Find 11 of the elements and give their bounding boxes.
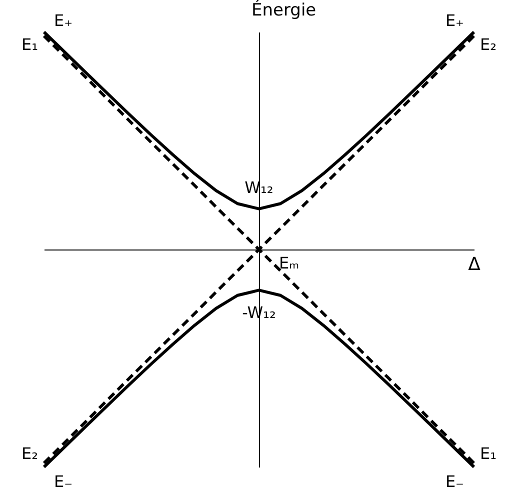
text: E₁ — [21, 34, 38, 54]
series-label: E₁ — [480, 444, 497, 464]
text: E₂ — [480, 34, 497, 54]
text: E₊ — [54, 11, 73, 30]
y-axis-title: Énergie — [252, 0, 316, 20]
series-label: E₊ — [445, 11, 464, 30]
annotation: Eₘ — [279, 254, 300, 272]
text: E₋ — [445, 472, 464, 491]
series-label: E₋ — [54, 472, 73, 491]
series-label: E₂ — [21, 444, 38, 464]
x-axis-title: Δ — [468, 254, 482, 275]
